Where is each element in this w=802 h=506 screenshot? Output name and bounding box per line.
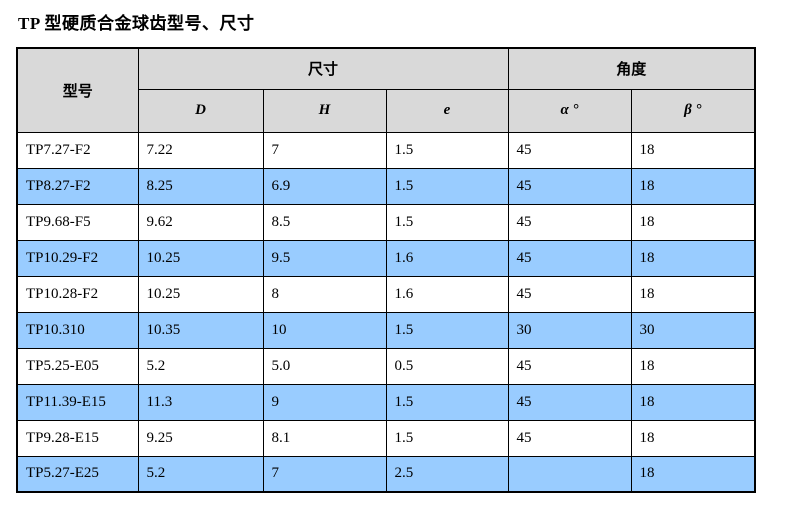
cell-alpha: 45 bbox=[507, 239, 632, 277]
cell-e: 1.5 bbox=[385, 203, 509, 241]
cell-beta: 18 bbox=[630, 419, 756, 457]
cell-e: 1.6 bbox=[385, 239, 509, 277]
cell-alpha: 45 bbox=[507, 167, 632, 205]
table-row: TP8.27-F2 8.25 6.9 1.5 45 18 bbox=[16, 167, 756, 205]
cell-beta: 30 bbox=[630, 311, 756, 349]
table-row: TP10.29-F2 10.25 9.5 1.6 45 18 bbox=[16, 239, 756, 277]
cell-H: 5.0 bbox=[262, 347, 387, 385]
cell-beta: 18 bbox=[630, 383, 756, 421]
cell-beta: 18 bbox=[630, 131, 756, 169]
cell-H: 10 bbox=[262, 311, 387, 349]
cell-H: 7 bbox=[262, 131, 387, 169]
cell-alpha: 30 bbox=[507, 311, 632, 349]
cell-H: 7 bbox=[262, 455, 387, 493]
cell-model: TP8.27-F2 bbox=[16, 167, 139, 205]
cell-D: 9.62 bbox=[137, 203, 264, 241]
cell-beta: 18 bbox=[630, 239, 756, 277]
column-header-model: 型号 bbox=[16, 47, 139, 133]
cell-beta: 18 bbox=[630, 203, 756, 241]
cell-alpha: 45 bbox=[507, 275, 632, 313]
table-body: TP7.27-F2 7.22 7 1.5 45 18 TP8.27-F2 8.2… bbox=[16, 131, 756, 493]
cell-D: 8.25 bbox=[137, 167, 264, 205]
header-sub-row: D H e α ° β ° bbox=[17, 88, 756, 133]
column-group-size: 尺寸 bbox=[137, 47, 509, 90]
cell-alpha: 45 bbox=[507, 383, 632, 421]
column-header-D: D bbox=[137, 88, 264, 133]
cell-H: 8.5 bbox=[262, 203, 387, 241]
cell-H: 6.9 bbox=[262, 167, 387, 205]
cell-H: 9 bbox=[262, 383, 387, 421]
cell-model: TP10.28-F2 bbox=[16, 275, 139, 313]
table-row: TP7.27-F2 7.22 7 1.5 45 18 bbox=[16, 131, 756, 169]
cell-model: TP11.39-E15 bbox=[16, 383, 139, 421]
cell-alpha: 45 bbox=[507, 131, 632, 169]
cell-model: TP10.310 bbox=[16, 311, 139, 349]
cell-beta: 18 bbox=[630, 347, 756, 385]
cell-D: 10.25 bbox=[137, 275, 264, 313]
cell-e: 0.5 bbox=[385, 347, 509, 385]
cell-e: 1.5 bbox=[385, 383, 509, 421]
cell-model: TP5.27-E25 bbox=[16, 455, 139, 493]
cell-D: 11.3 bbox=[137, 383, 264, 421]
cell-beta: 18 bbox=[630, 275, 756, 313]
cell-D: 7.22 bbox=[137, 131, 264, 169]
cell-e: 1.5 bbox=[385, 311, 509, 349]
cell-D: 10.25 bbox=[137, 239, 264, 277]
table-row: TP5.27-E25 5.2 7 2.5 18 bbox=[16, 455, 756, 493]
cell-beta: 18 bbox=[630, 455, 756, 493]
column-group-angle: 角度 bbox=[507, 47, 756, 90]
cell-e: 2.5 bbox=[385, 455, 509, 493]
cell-model: TP5.25-E05 bbox=[16, 347, 139, 385]
cell-alpha: 45 bbox=[507, 347, 632, 385]
table-row: TP10.28-F2 10.25 8 1.6 45 18 bbox=[16, 275, 756, 313]
cell-e: 1.5 bbox=[385, 131, 509, 169]
spec-table: 型号 尺寸 角度 D H e α ° β ° TP7.27-F2 7.22 7 … bbox=[16, 47, 757, 493]
column-header-e: e bbox=[385, 88, 509, 133]
cell-alpha: 45 bbox=[507, 203, 632, 241]
cell-e: 1.6 bbox=[385, 275, 509, 313]
cell-e: 1.5 bbox=[385, 167, 509, 205]
cell-beta: 18 bbox=[630, 167, 756, 205]
cell-model: TP10.29-F2 bbox=[16, 239, 139, 277]
column-header-alpha: α ° bbox=[507, 88, 632, 133]
cell-alpha bbox=[507, 455, 632, 493]
table-row: TP9.28-E15 9.25 8.1 1.5 45 18 bbox=[16, 419, 756, 457]
cell-D: 5.2 bbox=[137, 347, 264, 385]
cell-D: 5.2 bbox=[137, 455, 264, 493]
cell-D: 9.25 bbox=[137, 419, 264, 457]
table-row: TP10.310 10.35 10 1.5 30 30 bbox=[16, 311, 756, 349]
cell-model: TP9.68-F5 bbox=[16, 203, 139, 241]
table-header: 型号 尺寸 角度 D H e α ° β ° bbox=[16, 47, 756, 133]
cell-e: 1.5 bbox=[385, 419, 509, 457]
page-title: TP 型硬质合金球齿型号、尺寸 bbox=[18, 14, 255, 33]
cell-D: 10.35 bbox=[137, 311, 264, 349]
column-header-H: H bbox=[262, 88, 387, 133]
cell-H: 9.5 bbox=[262, 239, 387, 277]
table-row: TP5.25-E05 5.2 5.0 0.5 45 18 bbox=[16, 347, 756, 385]
table-row: TP11.39-E15 11.3 9 1.5 45 18 bbox=[16, 383, 756, 421]
cell-model: TP9.28-E15 bbox=[16, 419, 139, 457]
cell-H: 8.1 bbox=[262, 419, 387, 457]
table-row: TP9.68-F5 9.62 8.5 1.5 45 18 bbox=[16, 203, 756, 241]
header-group-row: 型号 尺寸 角度 bbox=[16, 47, 756, 133]
cell-model: TP7.27-F2 bbox=[16, 131, 139, 169]
cell-alpha: 45 bbox=[507, 419, 632, 457]
cell-H: 8 bbox=[262, 275, 387, 313]
column-header-beta: β ° bbox=[630, 88, 756, 133]
